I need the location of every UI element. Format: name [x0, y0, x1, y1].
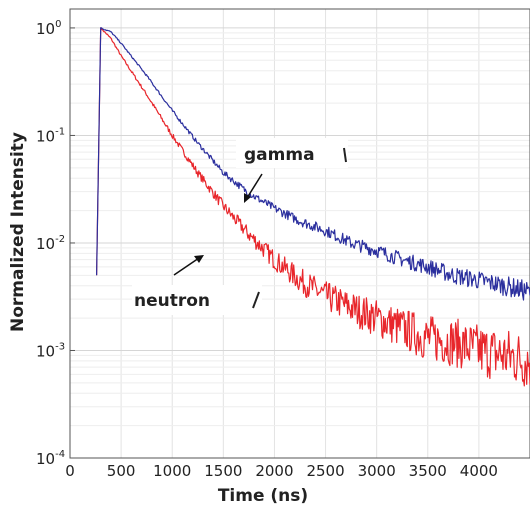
x-tick-label-2500: 2500 — [306, 462, 344, 480]
annotation-gamma-background — [236, 138, 348, 168]
y-tick-label-4: 10-4 — [36, 449, 65, 468]
annotation-gamma-arrowhead — [244, 193, 251, 203]
annotation-neutron-tick — [252, 291, 260, 309]
annotation-neutron: neutron — [132, 255, 262, 315]
annotation-gamma-arrow — [246, 173, 263, 199]
x-tick-label-4000: 4000 — [460, 462, 498, 480]
plot-area-frame — [69, 8, 530, 459]
y-tick-label-1: 10-1 — [36, 126, 65, 145]
x-tick-label-1500: 1500 — [204, 462, 242, 480]
x-tick-label-500: 500 — [107, 462, 136, 480]
annotation-gamma-tick — [343, 147, 347, 163]
x-axis-title: Time (ns) — [218, 486, 308, 506]
y-axis-title: Normalized Intensity — [8, 132, 28, 332]
series-line-gamma — [96, 27, 530, 301]
x-tick-label-2000: 2000 — [255, 462, 293, 480]
annotation-neutron-label: neutron — [134, 291, 210, 311]
x-tick-label-3500: 3500 — [409, 462, 447, 480]
y-tick-label-0: 100 — [36, 19, 61, 38]
y-tick-label-3: 10-3 — [36, 341, 65, 360]
annotation-neutron-background — [132, 285, 262, 315]
annotation-neutron-arrow — [173, 257, 200, 276]
x-tick-label-0: 0 — [65, 462, 75, 480]
y-tick-label-2: 10-2 — [36, 234, 65, 253]
x-tick-label-3000: 3000 — [358, 462, 396, 480]
tick-labels: 0 500 1000 1500 2000 2500 3000 3500 4000 100 10-1 1… — [36, 19, 498, 480]
x-tick-label-1000: 1000 — [153, 462, 191, 480]
annotation-neutron-arrowhead — [194, 255, 204, 263]
annotation-gamma-label: gamma — [244, 145, 315, 165]
series-line-neutron — [96, 27, 530, 387]
series-layer — [96, 27, 530, 387]
annotation-gamma: gamma — [236, 138, 348, 203]
